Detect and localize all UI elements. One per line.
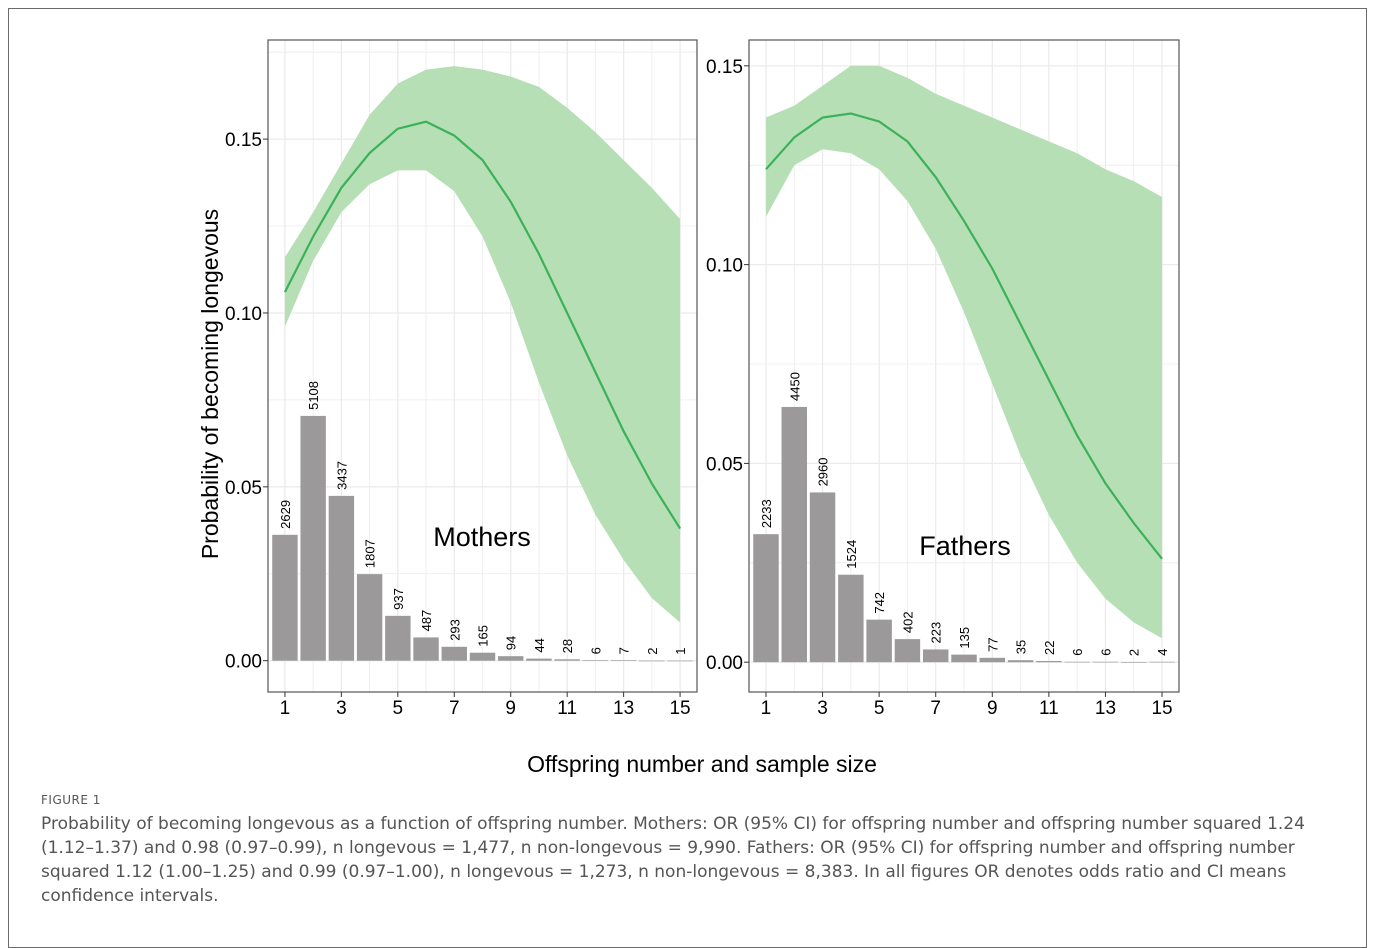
count-bar [809, 492, 836, 663]
y-tick-label: 0.10 [706, 256, 743, 277]
bar-count-label: 4450 [787, 372, 802, 401]
x-tick-label: 9 [987, 698, 998, 719]
bar-count-label: 742 [872, 592, 887, 614]
panel-border [748, 39, 1180, 693]
bar-count-label: 2 [1127, 649, 1142, 656]
bar-count-label: 94 [504, 636, 519, 650]
bar-count-label: 487 [419, 610, 434, 632]
y-tick-label: 0.15 [225, 130, 262, 151]
bar-count-label: 1524 [844, 540, 859, 569]
y-tick-label: 0.15 [706, 57, 743, 78]
count-bar [1092, 661, 1119, 663]
x-tick-label: 7 [930, 698, 941, 719]
bar-count-label: 2 [645, 647, 660, 654]
bar-count-label: 937 [391, 588, 406, 610]
count-bar [469, 652, 496, 661]
count-bar [1064, 661, 1090, 663]
bar-count-label: 35 [1014, 640, 1029, 654]
x-tick-label: 15 [1151, 698, 1172, 719]
count-bar [526, 658, 552, 661]
bar-count-label: 1 [673, 647, 688, 654]
bar-count-label: 5108 [306, 381, 321, 410]
bar-count-label: 77 [985, 637, 1000, 651]
count-bar [582, 660, 609, 661]
confidence-ribbon [766, 65, 1162, 639]
y-tick-label: 0.00 [706, 653, 743, 674]
y-tick-label: 0.00 [225, 652, 262, 673]
count-bar [1007, 660, 1034, 663]
x-tick-label: 1 [280, 698, 291, 719]
x-tick-label: 11 [1039, 698, 1059, 719]
count-bar [1149, 661, 1175, 663]
count-bar [894, 639, 921, 663]
bar-count-label: 135 [957, 627, 972, 649]
count-bar [838, 574, 864, 663]
probability-line [765, 112, 1163, 560]
count-bar [610, 660, 637, 661]
count-bar [667, 660, 693, 662]
count-bar [781, 406, 807, 663]
x-tick-label: 7 [449, 698, 460, 719]
count-bar [753, 534, 779, 663]
count-bar [300, 415, 326, 661]
bar-count-label: 293 [447, 619, 462, 641]
count-bar [951, 654, 977, 663]
count-bar [328, 495, 355, 661]
panel-border [267, 39, 698, 693]
bar-count-label: 165 [476, 625, 491, 647]
x-tick-label: 5 [874, 698, 885, 719]
x-tick-label: 15 [669, 698, 690, 719]
bar-count-label: 7 [617, 647, 632, 654]
x-axis-label: Offspring number and sample size [527, 751, 877, 777]
count-bar [385, 615, 411, 661]
x-tick-label: 13 [613, 698, 634, 719]
bar-count-label: 6 [1070, 649, 1085, 656]
x-tick-label: 1 [761, 698, 772, 719]
y-tick-label: 0.10 [225, 304, 262, 325]
bar-count-label: 1807 [363, 539, 378, 568]
count-bar [1036, 660, 1062, 663]
bar-count-label: 2629 [278, 500, 293, 529]
bar-count-label: 44 [532, 638, 547, 652]
figure-label: FIGURE 1 [41, 793, 101, 807]
count-bar [554, 659, 580, 661]
y-tick-label: 0.05 [706, 454, 743, 475]
panel-label: Mothers [433, 522, 531, 552]
bar-count-label: 2960 [816, 458, 831, 487]
x-tick-label: 3 [817, 698, 828, 719]
probability-line [283, 120, 682, 530]
count-bar [272, 534, 298, 661]
bar-count-label: 22 [1042, 641, 1057, 655]
x-tick-label: 11 [557, 698, 577, 719]
figure-caption: Probability of becoming longevous as a f… [41, 814, 1305, 906]
x-tick-label: 5 [393, 698, 404, 719]
x-tick-label: 13 [1095, 698, 1116, 719]
count-bar [441, 646, 467, 661]
count-bar [413, 637, 439, 661]
bar-count-label: 6 [1098, 649, 1113, 656]
count-bar [639, 660, 665, 662]
count-bar [979, 657, 1006, 663]
y-axis-label: Probability of becoming longevous [197, 209, 223, 559]
bar-count-label: 3437 [334, 461, 349, 490]
bar-count-label: 4 [1155, 649, 1170, 656]
count-bar [356, 574, 383, 661]
count-bar [498, 656, 524, 661]
bar-count-label: 223 [929, 622, 944, 644]
confidence-ribbon [284, 66, 681, 623]
count-bar [1121, 662, 1147, 663]
x-tick-label: 3 [336, 698, 347, 719]
count-bar [922, 649, 949, 663]
bar-count-label: 28 [560, 639, 575, 653]
bar-count-label: 2233 [759, 499, 774, 528]
panel-label: Fathers [919, 531, 1011, 561]
y-tick-label: 0.05 [225, 478, 262, 499]
bar-count-label: 402 [900, 611, 915, 633]
bar-count-label: 6 [588, 647, 603, 654]
x-tick-label: 9 [505, 698, 516, 719]
count-bar [866, 619, 892, 663]
